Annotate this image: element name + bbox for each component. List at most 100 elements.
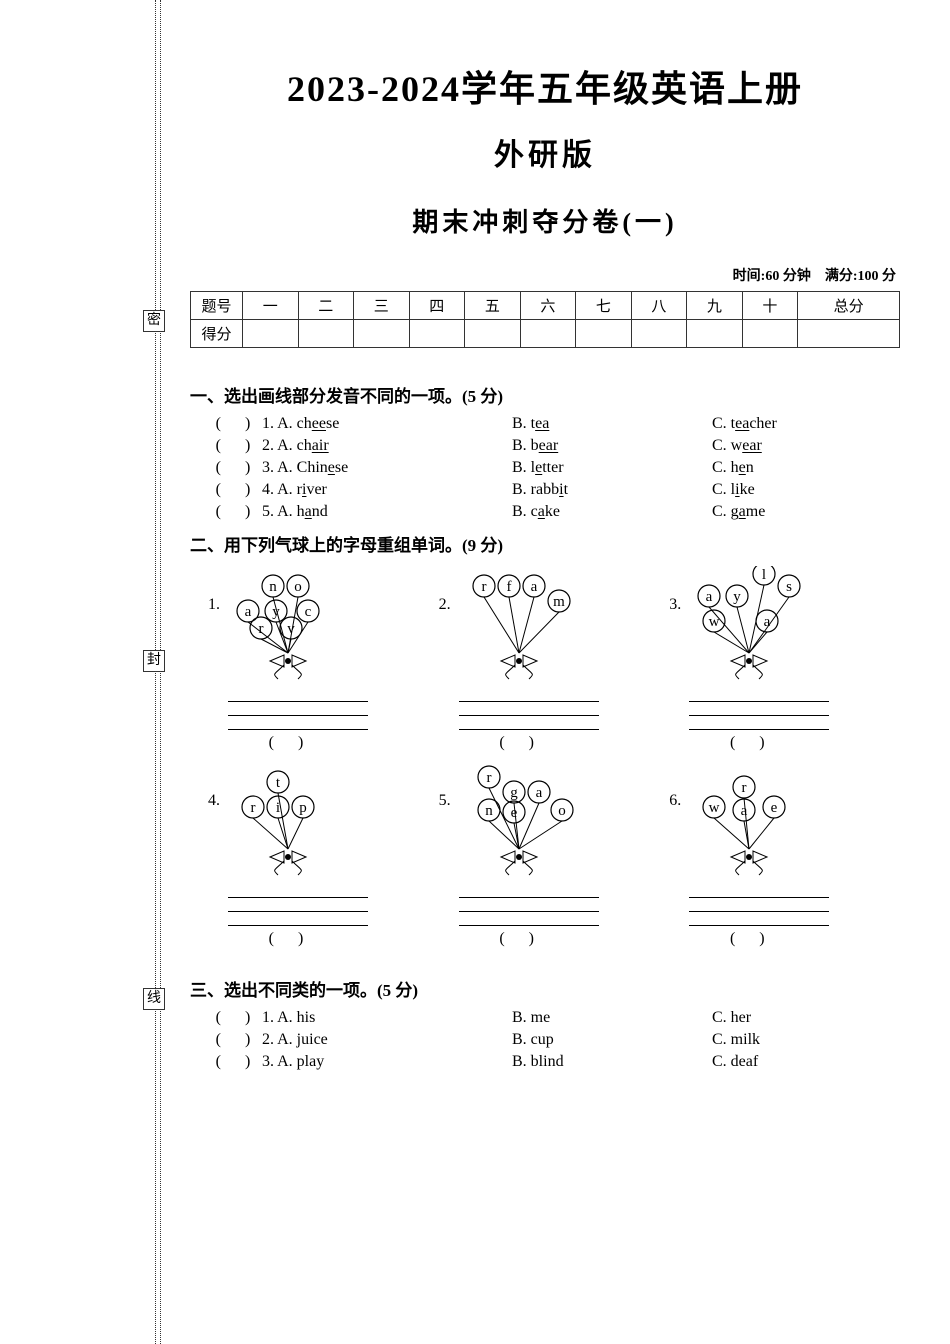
option-c: C. deaf: [712, 1053, 900, 1071]
option-c: C. milk: [712, 1031, 900, 1049]
title-edition: 外研版: [190, 130, 900, 174]
score-cell[interactable]: [298, 320, 354, 348]
option-a: 4. A. river: [262, 481, 512, 499]
section-1-title: 一、选出画线部分发音不同的一项。(5 分): [190, 382, 900, 407]
answer-lines[interactable]: (): [689, 884, 829, 948]
score-cell[interactable]: [687, 320, 743, 348]
answer-paren[interactable]: (): [228, 930, 368, 948]
score-cell[interactable]: [354, 320, 410, 348]
balloon-bouquet-icon: rfam: [459, 566, 609, 684]
balloon-bouquet-icon: rganeo: [459, 762, 609, 880]
svg-text:g: g: [510, 785, 518, 801]
svg-text:r: r: [486, 770, 491, 786]
svg-text:r: r: [481, 579, 486, 595]
option-a: 3. A. Chinese: [262, 459, 512, 477]
option-c: C. her: [712, 1009, 900, 1027]
answer-paren[interactable]: (): [228, 734, 368, 752]
svg-text:a: a: [245, 604, 252, 620]
item-number: 1.: [208, 566, 228, 614]
svg-text:a: a: [535, 785, 542, 801]
score-cell[interactable]: [520, 320, 576, 348]
sec1-question-row: ( )4. A. riverB. rabbitC. like: [204, 481, 900, 499]
col-total: 总分: [798, 292, 900, 320]
answer-lines[interactable]: (): [459, 884, 599, 948]
score-table-score-row: 得分: [191, 320, 900, 348]
svg-text:s: s: [786, 579, 792, 595]
svg-text:n: n: [269, 579, 277, 595]
answer-paren[interactable]: ( ): [204, 503, 262, 521]
option-b: B. me: [512, 1009, 712, 1027]
svg-text:o: o: [558, 803, 566, 819]
title-year: 2023-2024学年五年级英语上册: [190, 60, 900, 112]
svg-text:m: m: [553, 594, 565, 610]
svg-text:y: y: [734, 589, 742, 605]
balloon-item: 2.rfam(): [439, 566, 670, 752]
item-number: 6.: [669, 762, 689, 810]
score-cell[interactable]: [243, 320, 299, 348]
option-b: B. rabbit: [512, 481, 712, 499]
section-1-body: ( )1. A. cheeseB. teaC. teacher( )2. A. …: [190, 415, 900, 521]
score-cell[interactable]: [631, 320, 687, 348]
svg-text:v: v: [287, 621, 295, 637]
item-number: 5.: [439, 762, 459, 810]
seal-dotted-line-outer: [155, 0, 156, 1344]
option-a: 2. A. chair: [262, 437, 512, 455]
score-cell[interactable]: [465, 320, 521, 348]
score-table-header-row: 题号 一 二 三 四 五 六 七 八 九 十 总分: [191, 292, 900, 320]
sec1-question-row: ( )5. A. handB. cakeC. game: [204, 503, 900, 521]
seal-dotted-line-inner: [160, 0, 161, 1344]
svg-text:y: y: [272, 604, 280, 620]
answer-paren[interactable]: ( ): [204, 481, 262, 499]
answer-paren[interactable]: (): [689, 930, 829, 948]
score-cell[interactable]: [798, 320, 900, 348]
balloon-bouquet-icon: noaycrv: [228, 566, 378, 684]
svg-text:e: e: [510, 805, 517, 821]
svg-text:w: w: [709, 614, 720, 630]
option-b: B. blind: [512, 1053, 712, 1071]
col-5: 五: [465, 292, 521, 320]
section-2-title: 二、用下列气球上的字母重组单词。(9 分): [190, 531, 900, 556]
svg-text:f: f: [506, 579, 511, 595]
answer-lines[interactable]: (): [689, 688, 829, 752]
col-6: 六: [520, 292, 576, 320]
answer-paren[interactable]: ( ): [204, 1031, 262, 1049]
answer-paren[interactable]: (): [689, 734, 829, 752]
svg-text:a: a: [741, 803, 748, 819]
time-label: 时间:60 分钟: [733, 269, 811, 284]
answer-paren[interactable]: ( ): [204, 415, 262, 433]
svg-text:t: t: [276, 775, 281, 791]
option-c: C. like: [712, 481, 900, 499]
svg-text:r: r: [251, 800, 256, 816]
score-cell[interactable]: [409, 320, 465, 348]
balloon-item: 3.lsaywa(): [669, 566, 900, 752]
answer-paren[interactable]: ( ): [204, 1009, 262, 1027]
option-b: B. cake: [512, 503, 712, 521]
answer-paren[interactable]: ( ): [204, 459, 262, 477]
page-content: 2023-2024学年五年级英语上册 外研版 期末冲刺夺分卷(一) 时间:60 …: [190, 60, 900, 1075]
score-cell[interactable]: [576, 320, 632, 348]
score-cell[interactable]: [742, 320, 798, 348]
section-3-body: ( )1. A. hisB. meC. her( )2. A. juiceB. …: [190, 1009, 900, 1071]
answer-paren[interactable]: ( ): [204, 1053, 262, 1071]
col-9: 九: [687, 292, 743, 320]
answer-paren[interactable]: (): [459, 734, 599, 752]
option-a: 1. A. cheese: [262, 415, 512, 433]
sec1-question-row: ( )2. A. chairB. bearC. wear: [204, 437, 900, 455]
col-4: 四: [409, 292, 465, 320]
sec3-question-row: ( )2. A. juiceB. cupC. milk: [204, 1031, 900, 1049]
answer-lines[interactable]: (): [228, 688, 368, 752]
balloon-item: 6.rwae(): [669, 762, 900, 948]
answer-lines[interactable]: (): [228, 884, 368, 948]
svg-text:w: w: [709, 800, 720, 816]
answer-paren[interactable]: ( ): [204, 437, 262, 455]
item-number: 3.: [669, 566, 689, 614]
option-c: C. game: [712, 503, 900, 521]
svg-text:a: a: [706, 589, 713, 605]
balloon-bouquet-icon: lsaywa: [689, 566, 839, 684]
answer-lines[interactable]: (): [459, 688, 599, 752]
answer-paren[interactable]: (): [459, 930, 599, 948]
col-8: 八: [631, 292, 687, 320]
svg-text:i: i: [276, 800, 280, 816]
meta-line: 时间:60 分钟 满分:100 分: [190, 265, 900, 285]
option-c: C. hen: [712, 459, 900, 477]
